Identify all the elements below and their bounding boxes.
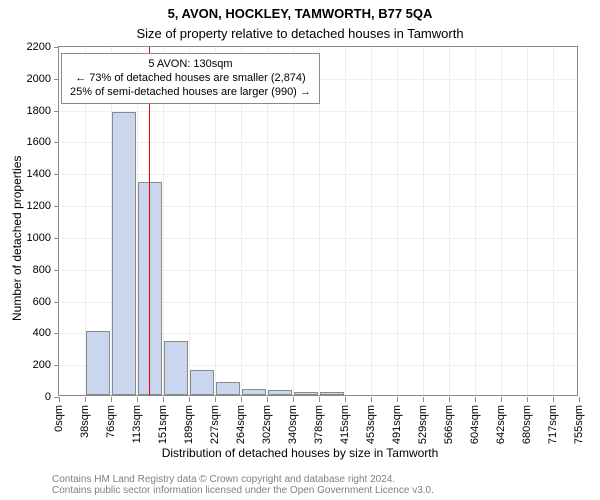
plot-area: 0200400600800100012001400160018002000220… [58, 46, 578, 396]
xtick-label: 755sqm [573, 405, 585, 444]
gridline-v [475, 47, 476, 395]
attribution-text: Contains HM Land Registry data © Crown c… [52, 474, 434, 496]
xtick-mark [579, 397, 580, 402]
gridline-v [553, 47, 554, 395]
xtick-label: 151sqm [157, 405, 169, 444]
xtick-label: 189sqm [183, 405, 195, 444]
xtick-mark [501, 397, 502, 402]
xtick-label: 491sqm [391, 405, 403, 444]
xtick-mark [319, 397, 320, 402]
gridline-v [397, 47, 398, 395]
gridline-v [501, 47, 502, 395]
xtick-mark [371, 397, 372, 402]
xtick-label: 717sqm [547, 405, 559, 444]
annotation-line: 25% of semi-detached houses are larger (… [70, 86, 311, 100]
xtick-label: 604sqm [469, 405, 481, 444]
xtick-mark [449, 397, 450, 402]
xtick-label: 529sqm [417, 405, 429, 444]
ytick-label: 200 [9, 359, 51, 371]
ytick-label: 1000 [9, 232, 51, 244]
x-axis-label: Distribution of detached houses by size … [0, 446, 600, 460]
xtick-label: 264sqm [235, 405, 247, 444]
ytick-mark [54, 206, 59, 207]
xtick-mark [111, 397, 112, 402]
xtick-label: 642sqm [495, 405, 507, 444]
ytick-label: 2200 [9, 41, 51, 53]
ytick-label: 2000 [9, 73, 51, 85]
ytick-mark [54, 270, 59, 271]
xtick-label: 302sqm [261, 405, 273, 444]
xtick-label: 340sqm [287, 405, 299, 444]
ytick-mark [54, 142, 59, 143]
xtick-mark [137, 397, 138, 402]
annotation-line: ← 73% of detached houses are smaller (2,… [70, 72, 311, 86]
xtick-mark [293, 397, 294, 402]
annotation-line: 5 AVON: 130sqm [70, 58, 311, 72]
ytick-mark [54, 79, 59, 80]
ytick-mark [54, 47, 59, 48]
histogram-bar [112, 112, 137, 395]
histogram-bar [294, 392, 319, 395]
xtick-label: 0sqm [53, 405, 65, 432]
xtick-label: 38sqm [79, 405, 91, 438]
gridline-v [371, 47, 372, 395]
xtick-label: 113sqm [131, 405, 143, 443]
gridline-v [449, 47, 450, 395]
xtick-mark [527, 397, 528, 402]
xtick-mark [59, 397, 60, 402]
histogram-bar [268, 390, 293, 395]
histogram-bar [216, 382, 241, 395]
xtick-mark [345, 397, 346, 402]
xtick-mark [475, 397, 476, 402]
histogram-bar [190, 370, 215, 395]
xtick-label: 227sqm [209, 405, 221, 444]
gridline-v [423, 47, 424, 395]
histogram-bar [138, 182, 163, 395]
ytick-label: 1200 [9, 200, 51, 212]
ytick-label: 600 [9, 296, 51, 308]
ytick-mark [54, 302, 59, 303]
xtick-label: 680sqm [521, 405, 533, 444]
xtick-mark [85, 397, 86, 402]
annotation-box: 5 AVON: 130sqm← 73% of detached houses a… [61, 53, 320, 104]
xtick-mark [397, 397, 398, 402]
xtick-label: 76sqm [105, 405, 117, 438]
ytick-mark [54, 238, 59, 239]
ytick-label: 1800 [9, 105, 51, 117]
xtick-mark [267, 397, 268, 402]
histogram-bar [86, 331, 111, 395]
histogram-bar [320, 392, 345, 395]
ytick-label: 1400 [9, 168, 51, 180]
xtick-mark [189, 397, 190, 402]
ytick-label: 1600 [9, 136, 51, 148]
xtick-mark [423, 397, 424, 402]
histogram-bar [242, 389, 267, 395]
xtick-mark [163, 397, 164, 402]
xtick-label: 378sqm [313, 405, 325, 444]
xtick-mark [553, 397, 554, 402]
gridline-v [527, 47, 528, 395]
xtick-mark [241, 397, 242, 402]
xtick-label: 453sqm [365, 405, 377, 444]
ytick-label: 800 [9, 264, 51, 276]
page-title-line1: 5, AVON, HOCKLEY, TAMWORTH, B77 5QA [0, 6, 600, 21]
ytick-mark [54, 111, 59, 112]
xtick-mark [215, 397, 216, 402]
ytick-label: 400 [9, 327, 51, 339]
histogram-bar [164, 341, 189, 395]
chart-container: 5, AVON, HOCKLEY, TAMWORTH, B77 5QA Size… [0, 0, 600, 500]
gridline-v [345, 47, 346, 395]
ytick-mark [54, 174, 59, 175]
xtick-label: 566sqm [443, 405, 455, 444]
ytick-mark [54, 365, 59, 366]
xtick-label: 415sqm [339, 405, 351, 444]
page-title-line2: Size of property relative to detached ho… [0, 26, 600, 41]
ytick-label: 0 [9, 391, 51, 403]
ytick-mark [54, 333, 59, 334]
